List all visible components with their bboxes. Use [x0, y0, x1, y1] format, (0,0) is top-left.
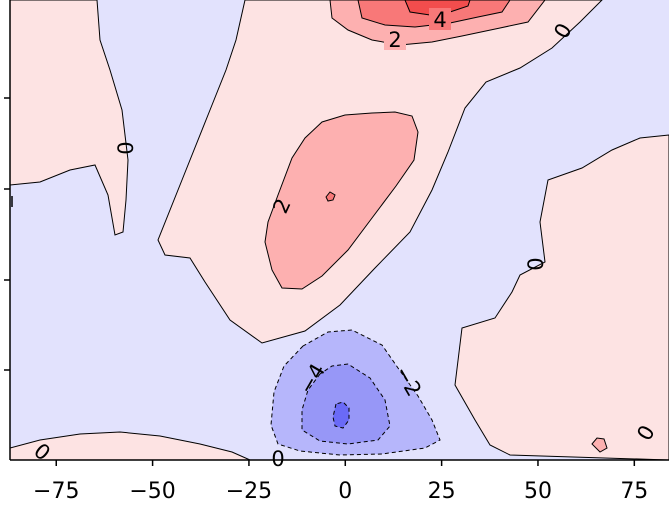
x-tick-label: 50 — [524, 479, 552, 504]
region-small-positive-patch — [591, 437, 608, 453]
x-tick-label: −75 — [33, 479, 79, 504]
region-level-2-4 — [264, 111, 419, 290]
y-axis-ticks — [4, 97, 13, 371]
x-tick-label: −25 — [226, 479, 272, 504]
region-positive-left — [10, 0, 129, 236]
region-positive-bottom-left — [10, 431, 251, 460]
x-tick-label: −50 — [129, 479, 175, 504]
region-negative-level-6 — [332, 401, 350, 429]
region-negative-level-4 — [301, 363, 391, 445]
region-level-2-4-inner-dot — [325, 191, 336, 202]
contour-label: 0 — [114, 141, 138, 154]
plot-area — [10, 0, 669, 460]
region-positive-right — [454, 134, 669, 460]
contour-label: 0 — [524, 257, 548, 270]
x-tick-label: 0 — [338, 479, 352, 504]
x-tick-label: 25 — [428, 479, 456, 504]
x-tick-label: 75 — [620, 479, 648, 504]
contour-label: 0 — [271, 447, 284, 471]
contour-label: 4 — [433, 8, 446, 32]
x-axis: −75 −50 −25 0 25 50 75 — [33, 460, 648, 504]
contour-label: 2 — [388, 28, 401, 52]
